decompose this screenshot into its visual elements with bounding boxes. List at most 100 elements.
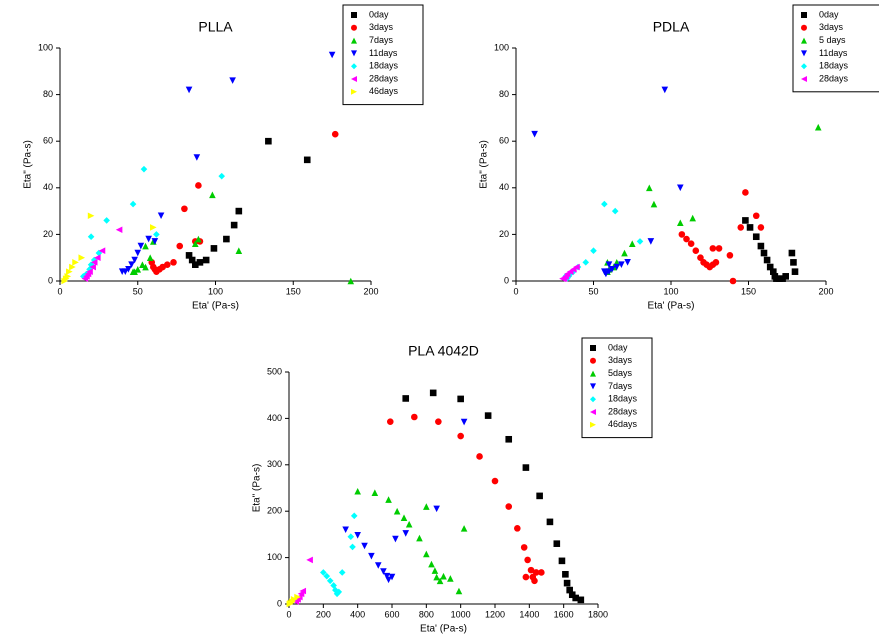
data-point [134,266,142,273]
x-tick-label: 200 [363,286,378,296]
y-axis-label: Eta" (Pa-s) [479,140,490,189]
legend-label: 11days [369,48,398,58]
data-point [709,245,717,252]
data-point [757,242,765,250]
data-point [536,492,543,500]
x-axis-label: Eta' (Pa-s) [420,624,467,635]
x-tick-label: 100 [208,286,223,296]
data-point [354,487,361,495]
legend-marker [351,12,357,18]
data-point [559,275,566,282]
data-point [209,191,216,199]
legend-label: 46days [369,86,399,96]
data-point [98,247,106,255]
data-point [223,235,230,243]
data-point [69,263,76,271]
data-point [520,544,528,551]
data-point [790,259,797,266]
data-point [191,240,199,248]
data-point [326,577,334,585]
data-point [218,172,226,180]
data-point [661,86,669,94]
y-tick-label: 400 [267,413,282,423]
data-point [235,247,243,255]
data-point [134,249,142,257]
data-point [81,275,89,282]
data-point [683,235,690,243]
x-tick-label: 200 [818,286,833,296]
data-point [791,268,799,275]
data-point [230,221,238,229]
y-tick-label: 80 [43,89,53,99]
data-point [447,575,454,582]
legend-marker [351,37,357,44]
data-point [87,212,95,220]
data-point [193,154,201,161]
legend-marker [590,383,596,390]
y-tick-label: 40 [499,182,509,192]
data-point [782,273,789,280]
data-point [423,503,430,510]
data-point [87,233,95,241]
data-point [142,242,149,250]
data-point [605,268,613,275]
data-point [347,533,355,541]
data-point [737,224,745,231]
legend-marker [590,357,596,364]
data-point [185,86,193,94]
data-point [146,254,154,261]
data-point [742,217,749,224]
data-point [788,249,796,257]
data-point [429,389,437,397]
data-point [484,412,492,419]
data-point [611,207,619,215]
data-point [103,217,110,224]
data-point [349,543,356,551]
data-point [297,590,305,598]
data-point [563,579,571,587]
data-point [590,247,597,255]
legend-marker [801,76,807,82]
data-point [621,249,628,257]
legend-label: 0day [608,342,628,352]
data-point [333,590,341,598]
data-point [692,247,700,255]
data-point [331,130,339,138]
data-point [433,505,440,513]
y-tick-label: 500 [267,366,282,376]
data-point [235,207,243,215]
x-tick-label: 1200 [485,609,505,619]
data-point [460,525,468,532]
data-point [433,573,440,581]
data-point [125,266,132,273]
chart-title: PDLA [653,19,690,35]
data-point [195,235,202,243]
legend-marker [351,63,357,70]
data-point [371,489,379,496]
legend-box [792,4,879,93]
y-axis-label: Eta" (Pa-s) [252,464,263,513]
y-tick-label: 80 [499,89,509,99]
data-point [128,261,135,268]
data-point [416,534,423,542]
data-point [514,525,521,532]
data-point [457,395,464,403]
legend-label: 5days [608,368,633,378]
data-point [142,263,149,271]
legend-label: 18days [608,394,638,404]
data-point [647,238,655,245]
legend-marker [351,76,357,82]
data-point [402,530,410,537]
data-point [760,249,768,257]
legend-label: 0day [819,9,839,19]
y-tick-label: 60 [499,136,509,146]
y-tick-label: 0 [277,598,282,608]
data-point [423,550,430,558]
data-point [562,571,569,578]
data-point [185,252,193,259]
data-point [572,594,579,602]
data-point [505,503,513,510]
data-point [303,156,311,164]
legend-label: 7days [369,35,394,45]
data-point [286,600,294,608]
